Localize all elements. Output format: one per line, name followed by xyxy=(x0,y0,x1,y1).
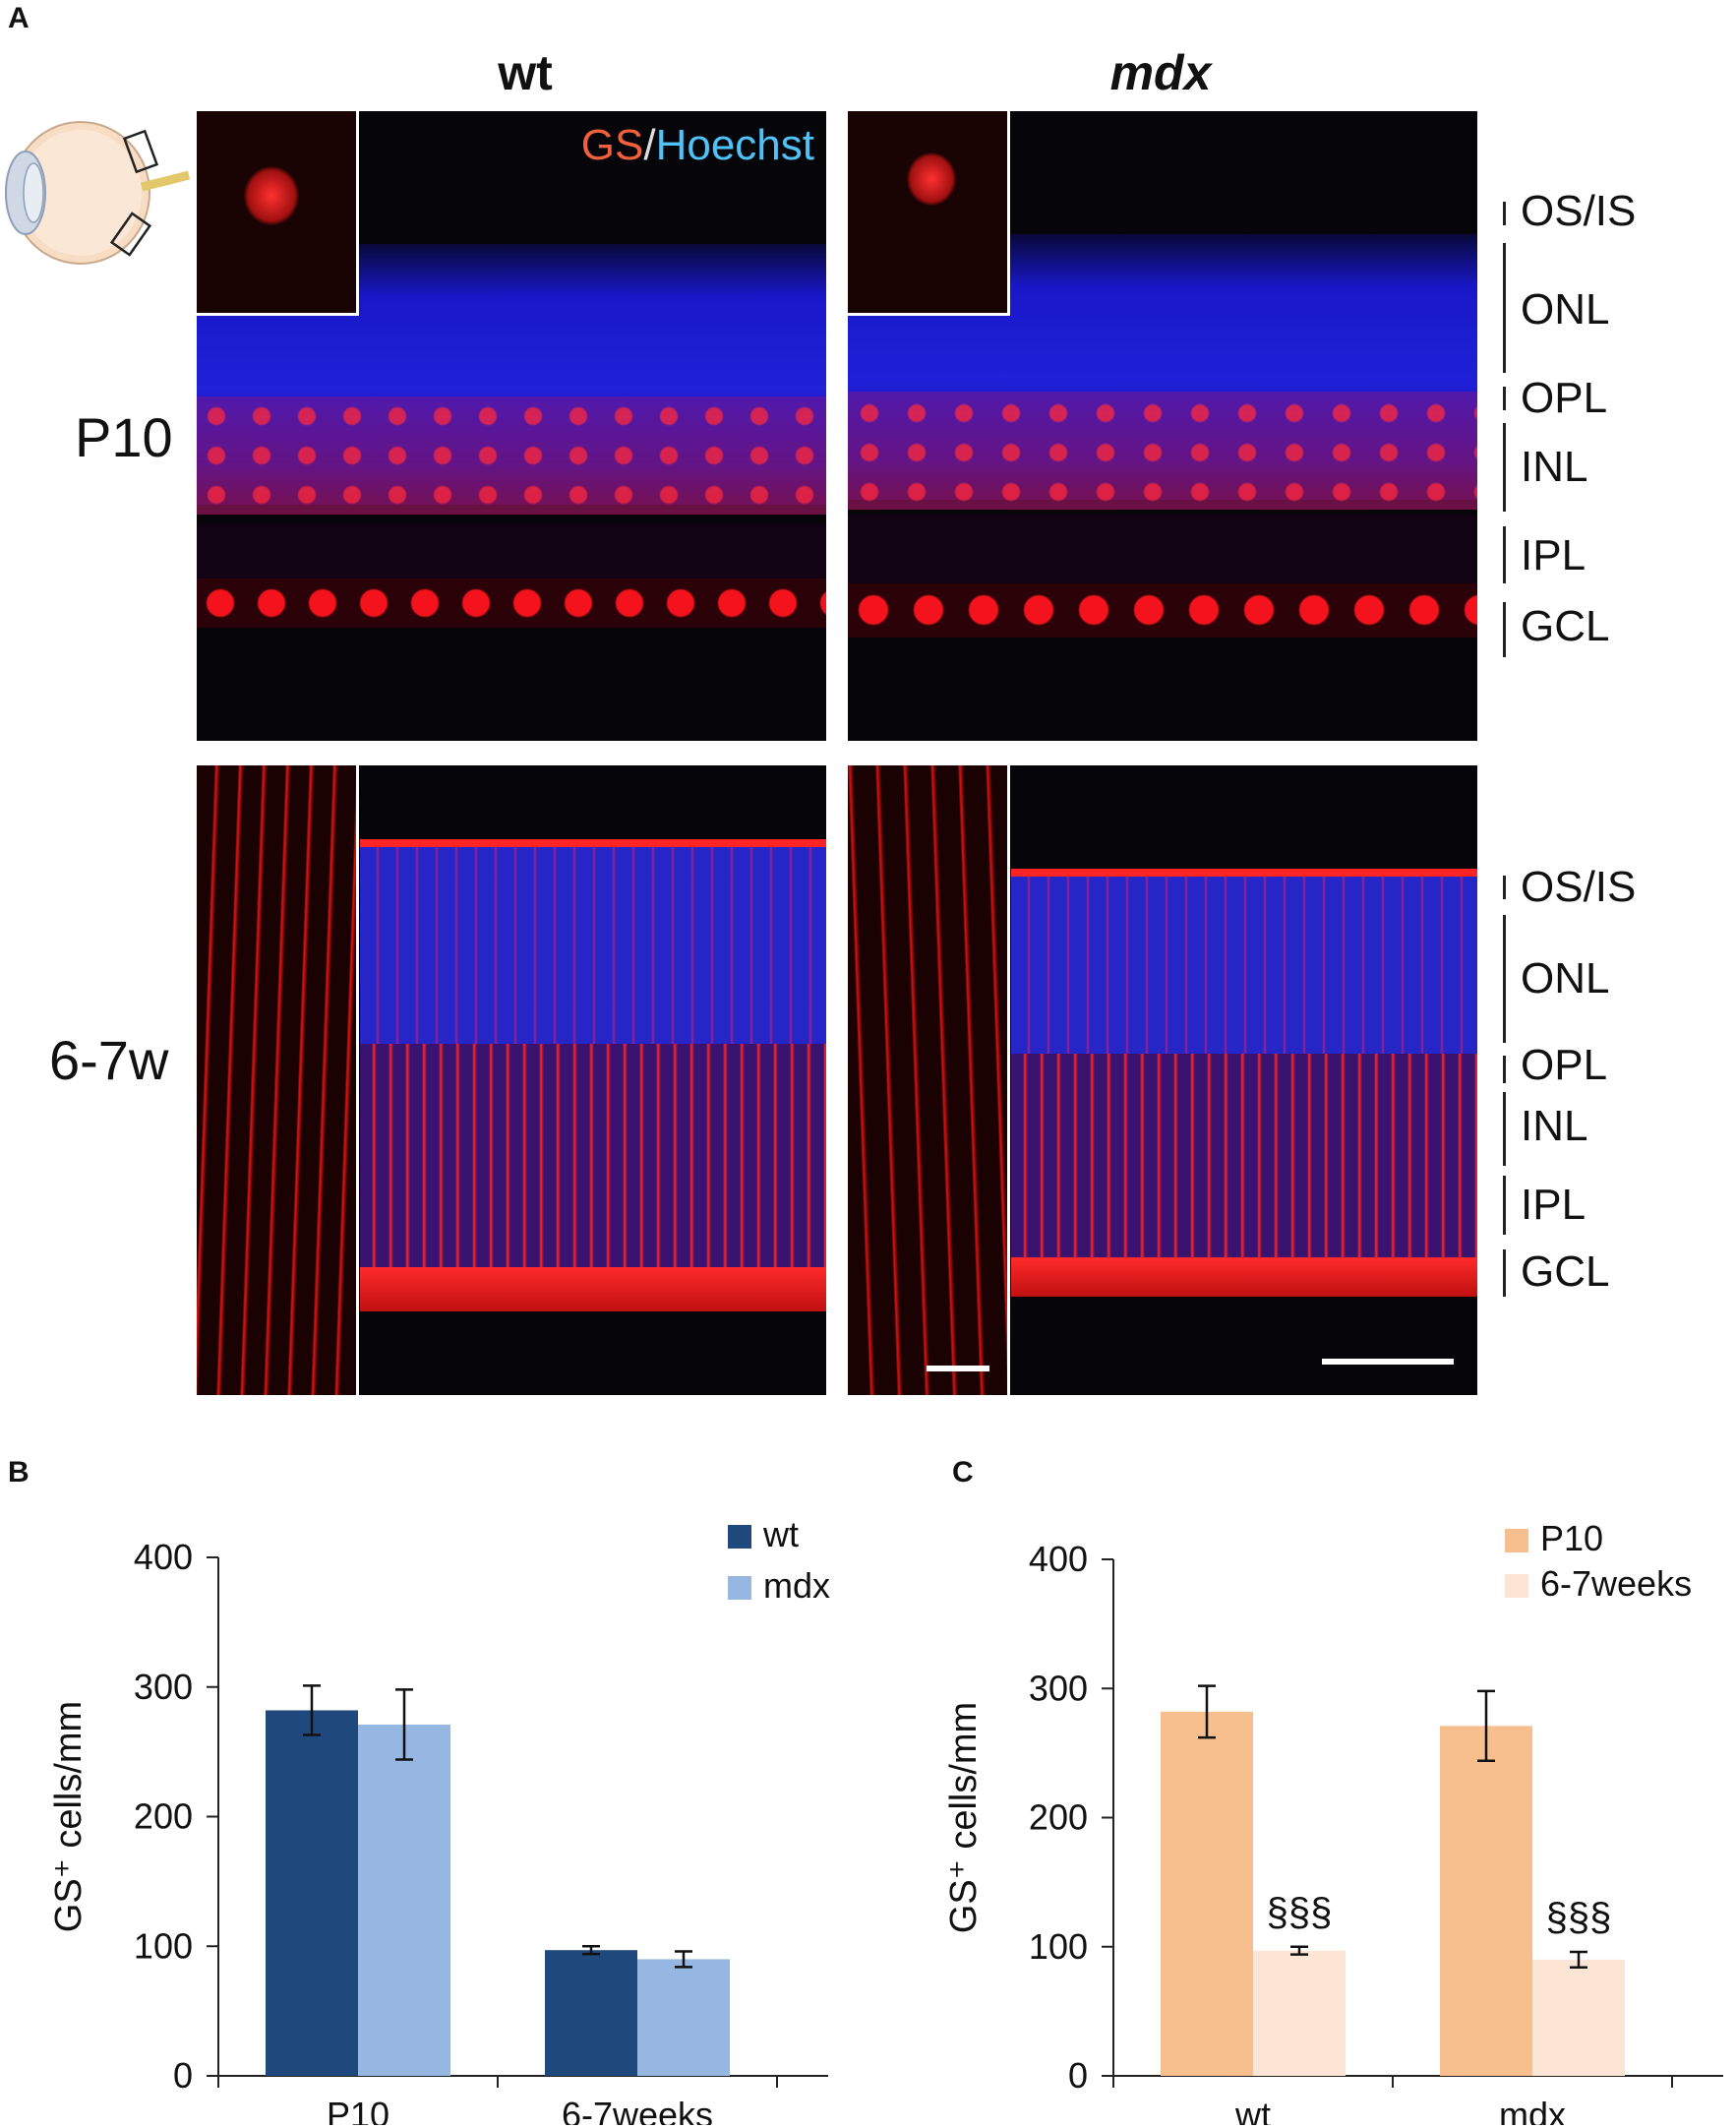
bar xyxy=(1253,1950,1346,2076)
inset-6-7w-mdx xyxy=(848,765,1010,1395)
y-tick-label: 100 xyxy=(1029,1926,1088,1967)
micrograph-p10-wt: GS/Hoechst xyxy=(197,111,826,741)
bar xyxy=(1440,1726,1532,2076)
y-axis-label: GS⁺ cells/mm xyxy=(48,1701,90,1932)
stain-legend: GS/Hoechst xyxy=(581,121,814,170)
bar xyxy=(637,1959,730,2076)
layer-bracket xyxy=(1503,202,1506,225)
y-tick-label: 400 xyxy=(1029,1539,1088,1579)
row-label-p10: P10 xyxy=(75,406,173,468)
layer-label-gcl: GCL xyxy=(1521,602,1610,650)
x-tick-label: mdx xyxy=(1499,2095,1566,2125)
legend-label: P10 xyxy=(1540,1518,1603,1558)
layer-label-os-is: OS/IS xyxy=(1521,187,1637,235)
inset-p10-mdx xyxy=(848,111,1010,316)
bar xyxy=(1532,1959,1625,2076)
y-tick-label: 0 xyxy=(1068,2055,1088,2096)
legend-swatch xyxy=(1505,1574,1528,1598)
x-tick-label: 6-7weeks xyxy=(562,2095,713,2125)
layer-bracket xyxy=(1503,423,1506,512)
bar xyxy=(545,1950,637,2076)
y-axis-label: GS⁺ cells/mm xyxy=(943,1702,985,1933)
layer-label-opl: OPL xyxy=(1521,374,1608,422)
legend-swatch xyxy=(728,1525,751,1549)
y-tick-label: 300 xyxy=(134,1667,193,1707)
legend-label: 6-7weeks xyxy=(1540,1563,1692,1604)
layer-bracket xyxy=(1503,602,1506,657)
bar xyxy=(266,1710,358,2076)
bar xyxy=(1161,1711,1253,2076)
bar-chart-b: 0 100 200 300 400 P10 6-7weeks GS⁺ cells/mm wt md… xyxy=(48,1514,830,2125)
significance-label: §§§ xyxy=(1546,1896,1612,1939)
stain-separator: / xyxy=(643,121,656,169)
stain-gs-label: GS xyxy=(580,121,644,169)
micrograph-p10-mdx xyxy=(848,111,1477,741)
layer-bracket xyxy=(1503,876,1506,899)
stain-hoechst-label: Hoechst xyxy=(655,121,814,169)
legend-label: wt xyxy=(762,1514,799,1554)
layer-bracket xyxy=(1503,1092,1506,1166)
eye-diagram-icon xyxy=(5,121,191,265)
panel-letter-a: A xyxy=(8,2,30,34)
layer-label-opl: OPL xyxy=(1521,1041,1608,1089)
scale-bar-inset xyxy=(927,1366,989,1371)
layer-label-onl: ONL xyxy=(1521,285,1610,334)
column-title-mdx: mdx xyxy=(1109,45,1212,100)
micrograph-6-7w-wt xyxy=(197,765,826,1395)
legend-label: mdx xyxy=(763,1565,830,1606)
layer-label-inl: INL xyxy=(1521,1102,1588,1150)
panel-letter-c: C xyxy=(952,1456,974,1489)
layer-label-ipl: IPL xyxy=(1521,1181,1586,1229)
column-title-wt: wt xyxy=(498,45,553,100)
layer-label-ipl: IPL xyxy=(1521,531,1586,579)
layer-label-gcl: GCL xyxy=(1521,1247,1610,1296)
panel-letter-b: B xyxy=(8,1456,30,1489)
layer-bracket xyxy=(1503,1249,1506,1297)
layer-label-os-is: OS/IS xyxy=(1521,863,1637,911)
y-tick-label: 200 xyxy=(1029,1797,1088,1838)
x-tick-label: wt xyxy=(1234,2095,1271,2125)
y-tick-label: 0 xyxy=(173,2055,193,2096)
layer-bracket xyxy=(1503,387,1506,410)
y-tick-label: 100 xyxy=(134,1925,193,1966)
y-tick-label: 300 xyxy=(1029,1668,1088,1708)
bar xyxy=(358,1724,450,2076)
row-label-6-7w: 6-7w xyxy=(49,1029,169,1091)
layer-bracket xyxy=(1503,243,1506,373)
x-tick-label: P10 xyxy=(327,2095,389,2125)
legend-swatch xyxy=(1505,1529,1528,1552)
y-tick-label: 400 xyxy=(134,1537,193,1577)
layer-bracket xyxy=(1503,526,1506,583)
inset-p10-wt xyxy=(197,111,359,316)
y-tick-label: 200 xyxy=(134,1796,193,1837)
legend-swatch xyxy=(728,1576,751,1600)
micrograph-6-7w-mdx xyxy=(848,765,1477,1395)
significance-label: §§§ xyxy=(1267,1891,1333,1934)
bar-chart-c: 0 100 200 300 400 wt §§§ mdx §§§ GS⁺ cells/mm P10 6… xyxy=(943,1518,1723,2125)
layer-bracket xyxy=(1503,1056,1506,1083)
layer-bracket xyxy=(1503,1176,1506,1235)
layer-bracket xyxy=(1503,915,1506,1043)
layer-label-inl: INL xyxy=(1521,443,1588,491)
layer-label-onl: ONL xyxy=(1521,954,1610,1003)
inset-6-7w-wt xyxy=(197,765,359,1395)
scale-bar xyxy=(1322,1359,1454,1365)
